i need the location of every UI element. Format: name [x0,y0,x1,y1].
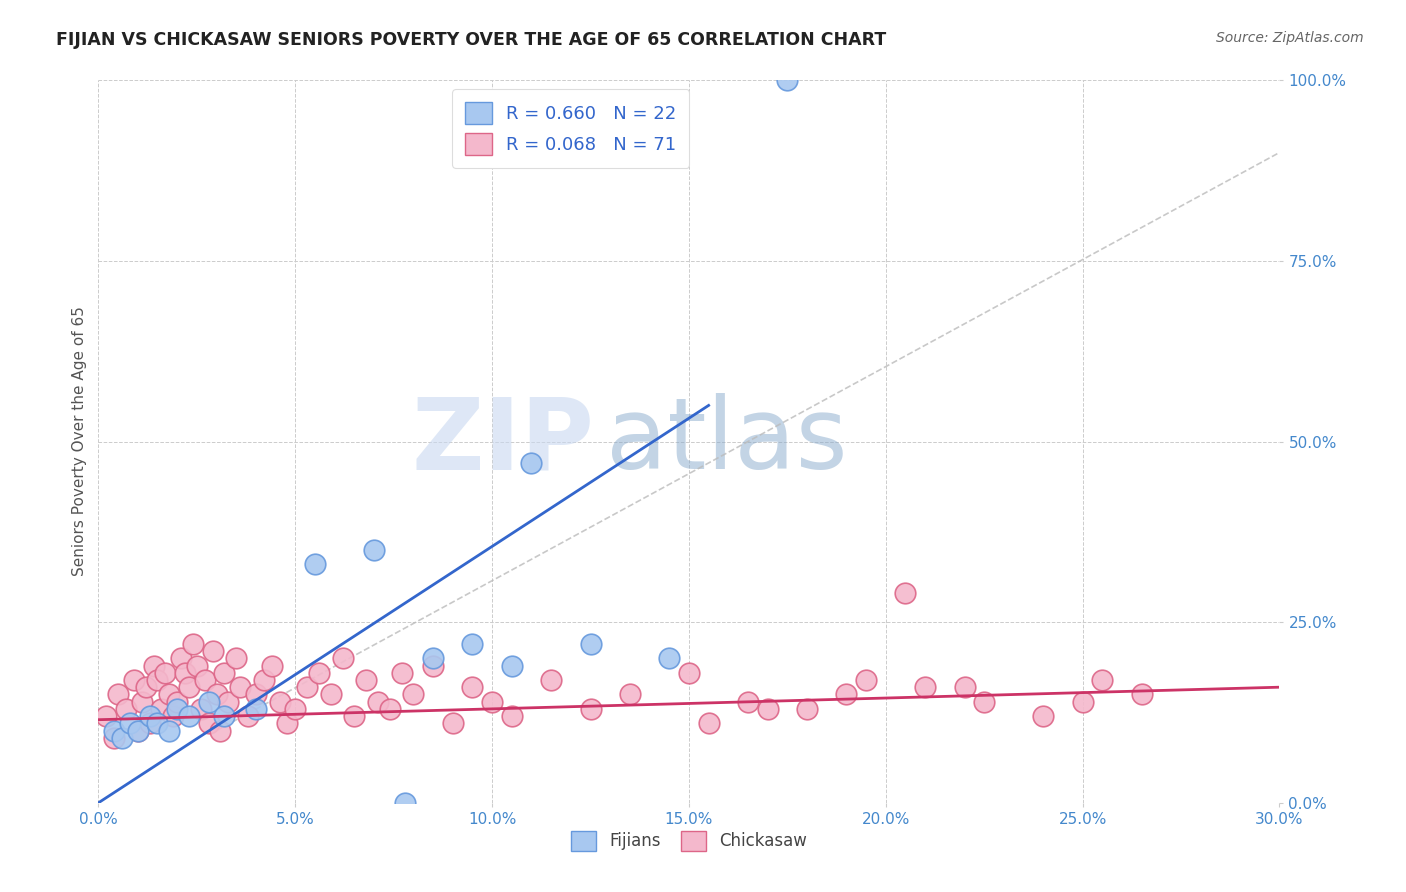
Point [973,695,995,709]
Point [229,680,252,694]
Point [284,702,307,716]
Point [1032,709,1054,723]
Point [96,709,118,723]
Text: ZIP: ZIP [412,393,595,490]
Point [354,673,377,687]
Point [756,702,779,716]
Point [131,695,153,709]
Text: Source: ZipAtlas.com: Source: ZipAtlas.com [1216,31,1364,45]
Point [579,637,602,651]
Point [914,680,936,694]
Point [146,716,169,731]
Point [835,687,858,701]
Point [146,673,169,687]
Point [138,709,160,723]
Point [619,687,641,701]
Point [186,658,208,673]
Point [276,716,298,731]
Point [103,731,125,745]
Point [214,709,236,723]
Point [197,695,219,709]
Point [391,665,413,680]
Point [115,702,138,716]
Point [540,673,562,687]
Point [170,651,193,665]
Point [855,673,877,687]
Point [190,702,212,716]
Point [135,680,157,694]
Point [162,709,184,723]
Point [520,456,543,470]
Point [776,73,799,87]
Point [205,687,228,701]
Point [260,658,283,673]
Point [394,796,416,810]
Point [118,716,141,731]
Point [269,695,291,709]
Point [658,651,681,665]
Point [481,695,503,709]
Point [157,723,180,738]
Point [461,680,484,694]
Text: FIJIAN VS CHICKASAW SENIORS POVERTY OVER THE AGE OF 65 CORRELATION CHART: FIJIAN VS CHICKASAW SENIORS POVERTY OVER… [56,31,887,49]
Point [402,687,425,701]
Point [177,709,200,723]
Point [245,702,267,716]
Point [304,558,326,572]
Point [155,665,177,680]
Point [737,695,759,709]
Point [319,687,342,701]
Point [1071,695,1094,709]
Point [174,665,197,680]
Text: atlas: atlas [606,393,848,490]
Point [127,723,149,738]
Point [236,709,259,723]
Point [678,665,700,680]
Point [253,673,276,687]
Point [157,687,180,701]
Point [201,644,224,658]
Point [461,637,484,651]
Y-axis label: Seniors Poverty Over the Age of 65: Seniors Poverty Over the Age of 65 [72,307,87,576]
Point [367,695,389,709]
Point [122,673,145,687]
Point [501,709,523,723]
Point [363,542,385,557]
Point [194,673,217,687]
Point [796,702,818,716]
Legend: Fijians, Chickasaw: Fijians, Chickasaw [562,822,815,860]
Point [181,637,204,651]
Point [103,723,125,738]
Point [343,709,366,723]
Point [127,723,149,738]
Point [378,702,401,716]
Point [138,716,160,731]
Point [142,658,165,673]
Point [166,702,188,716]
Point [501,658,523,673]
Point [1091,673,1114,687]
Point [1130,687,1153,701]
Point [177,680,200,694]
Point [225,651,247,665]
Point [209,723,232,738]
Point [217,695,239,709]
Point [245,687,267,701]
Point [579,702,602,716]
Point [111,731,134,745]
Point [107,687,129,701]
Point [308,665,330,680]
Point [894,586,917,600]
Point [150,702,173,716]
Point [422,658,444,673]
Point [332,651,354,665]
Point [953,680,976,694]
Point [197,716,219,731]
Point [295,680,318,694]
Point [214,665,236,680]
Point [441,716,464,731]
Point [422,651,444,665]
Point [697,716,720,731]
Point [166,695,188,709]
